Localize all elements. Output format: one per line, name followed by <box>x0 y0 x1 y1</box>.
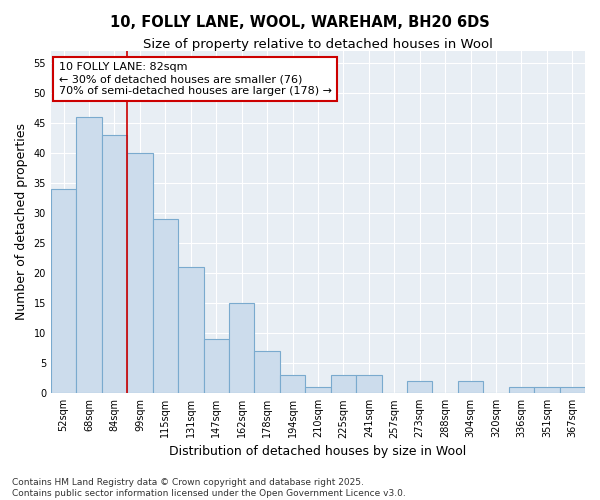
Bar <box>509 387 534 393</box>
Bar <box>407 381 433 393</box>
Bar <box>560 387 585 393</box>
Bar <box>280 375 305 393</box>
Bar <box>331 375 356 393</box>
Y-axis label: Number of detached properties: Number of detached properties <box>15 124 28 320</box>
Bar <box>458 381 483 393</box>
Bar <box>203 339 229 393</box>
Text: 10 FOLLY LANE: 82sqm
← 30% of detached houses are smaller (76)
70% of semi-detac: 10 FOLLY LANE: 82sqm ← 30% of detached h… <box>59 62 332 96</box>
Text: 10, FOLLY LANE, WOOL, WAREHAM, BH20 6DS: 10, FOLLY LANE, WOOL, WAREHAM, BH20 6DS <box>110 15 490 30</box>
Bar <box>305 387 331 393</box>
Bar <box>534 387 560 393</box>
Bar <box>356 375 382 393</box>
Bar <box>102 134 127 393</box>
Bar <box>127 152 152 393</box>
X-axis label: Distribution of detached houses by size in Wool: Distribution of detached houses by size … <box>169 444 467 458</box>
Title: Size of property relative to detached houses in Wool: Size of property relative to detached ho… <box>143 38 493 51</box>
Text: Contains HM Land Registry data © Crown copyright and database right 2025.
Contai: Contains HM Land Registry data © Crown c… <box>12 478 406 498</box>
Bar <box>178 267 203 393</box>
Bar <box>229 303 254 393</box>
Bar <box>254 351 280 393</box>
Bar <box>152 219 178 393</box>
Bar <box>51 189 76 393</box>
Bar <box>76 116 102 393</box>
